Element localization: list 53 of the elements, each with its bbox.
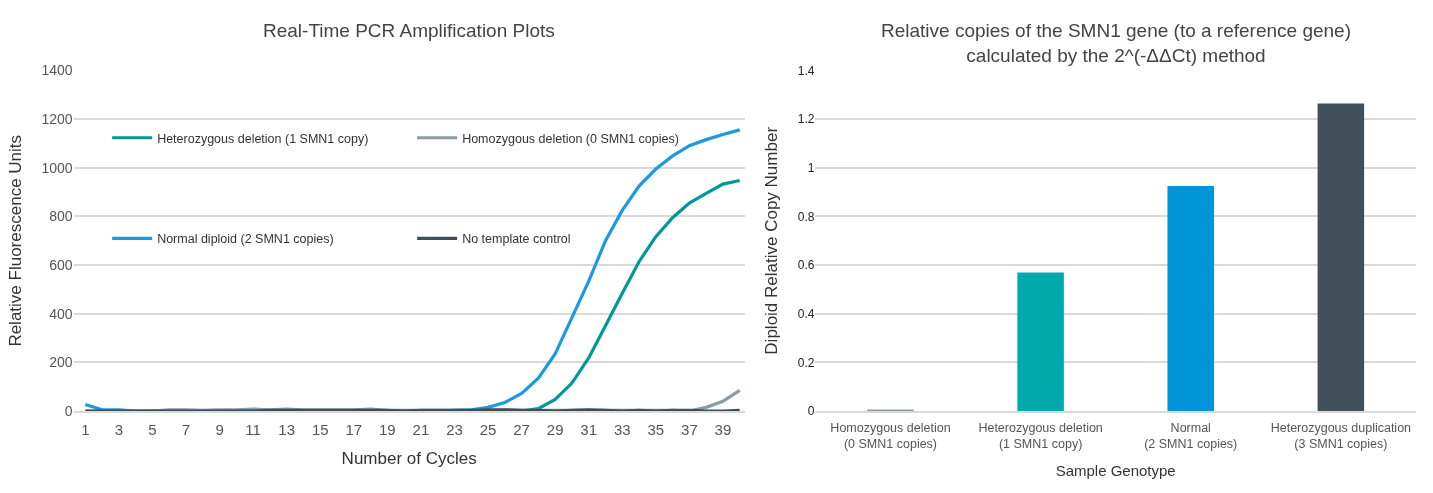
x-tick-label: Heterozygous duplication (3 SMN1 copies) [1270,421,1412,452]
legend-label: Normal diploid (2 SMN1 copies) [157,232,334,247]
x-tick-label: Heterozygous deletion (1 SMN1 copy) [978,421,1103,452]
y-tick-label: 1000 [41,159,73,176]
y-tick-label: 400 [49,305,73,322]
x-tick-label: 3 [114,421,124,439]
y-tick-label: 0 [807,404,815,419]
y-tick-label: 200 [49,354,73,371]
x-axis-title: Number of Cycles [341,448,477,468]
x-tick-label: Normal (2 SMN1 copies) [1144,421,1238,452]
x-axis-title: Sample Genotype [1055,461,1176,479]
x-tick-label: 33 [613,421,631,439]
legend-label: Heterozygous deletion (1 SMN1 copy) [157,131,369,146]
legend-label: Homozygous deletion (0 SMN1 copies) [462,131,679,146]
y-axis-title: Relative Fluorescence Units [5,134,25,347]
x-tick-label: 37 [681,421,698,439]
y-tick-label: 0.8 [797,209,815,224]
x-tick-label: 39 [714,421,732,439]
y-tick-label: 1.2 [797,112,815,127]
x-tick-label: 35 [647,421,665,439]
y-tick-label: 1 [807,161,815,176]
x-tick-label: 23 [446,421,463,439]
bar [1167,186,1215,412]
y-axis-title: Diploid Relative Copy Number [762,126,782,355]
x-tick-label: 25 [479,421,497,439]
x-tick-label: 19 [379,421,396,439]
legend-label: No template control [462,232,571,247]
chart-title: Real-Time PCR Amplification Plots [263,20,555,41]
bar [1317,103,1365,412]
x-tick-label: 7 [181,421,191,439]
y-tick-label: 0 [64,402,73,419]
x-tick-label: 1 [81,421,90,439]
y-tick-label: 1.4 [797,63,815,78]
x-tick-label: Homozygous deletion (0 SMN1 copies) [830,421,951,452]
x-tick-label: 15 [311,421,329,439]
x-tick-label: 27 [513,421,530,439]
y-tick-label: 1200 [41,111,73,128]
x-tick-label: 13 [278,421,296,439]
y-tick-label: 0.6 [797,258,815,273]
y-tick-label: 0.2 [797,355,815,370]
chart-title: Relative copies of the SMN1 gene (to a reference gene) calculated by the 2^(-ΔΔCt) method [881,20,1351,66]
y-tick-label: 600 [49,257,73,274]
bar [1017,272,1064,412]
x-tick-label: 31 [580,421,598,439]
x-tick-label: 9 [215,421,224,439]
x-tick-label: 21 [412,421,430,439]
y-tick-label: 800 [49,208,73,225]
y-tick-label: 1400 [41,62,73,79]
x-tick-label: 29 [546,421,564,439]
x-tick-label: 11 [245,421,261,439]
x-tick-label: 5 [148,421,157,439]
y-tick-label: 0.4 [797,306,815,321]
x-tick-label: 17 [345,421,363,439]
